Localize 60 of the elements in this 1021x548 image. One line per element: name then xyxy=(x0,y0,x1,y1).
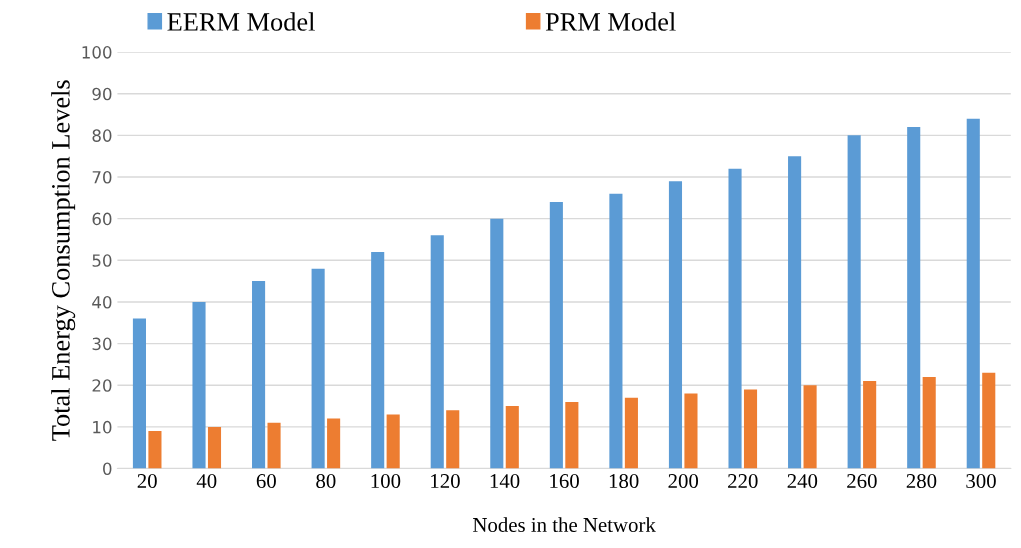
y-tick-label: 80 xyxy=(92,129,112,142)
legend-label: PRM Model xyxy=(545,12,676,31)
bar xyxy=(728,168,742,469)
bar xyxy=(609,193,623,469)
x-tick-label: 300 xyxy=(966,474,996,489)
bar xyxy=(371,251,385,469)
x-tick-label: 100 xyxy=(371,474,401,489)
x-tick-label: 80 xyxy=(316,474,336,489)
x-tick-label: 40 xyxy=(196,474,217,489)
y-tick-label: 30 xyxy=(92,337,112,351)
bar xyxy=(327,418,341,469)
bar xyxy=(192,301,206,469)
y-tick-label: 0 xyxy=(103,462,112,476)
x-tick-label: 280 xyxy=(906,474,937,489)
bar xyxy=(907,127,921,469)
bar xyxy=(847,135,861,469)
y-axis-title: Total Energy Consumption Levels xyxy=(51,80,76,441)
bar xyxy=(803,385,817,469)
x-tick-label: 260 xyxy=(847,474,877,489)
legend-label: EERM Model xyxy=(167,12,315,31)
bar xyxy=(505,406,519,469)
y-tick-label: 20 xyxy=(92,379,112,392)
x-tick-label: 220 xyxy=(728,474,758,489)
bar xyxy=(207,426,222,469)
bar xyxy=(430,235,444,469)
y-tick-label: 100 xyxy=(82,46,112,59)
x-tick-label: 60 xyxy=(256,474,276,489)
bar xyxy=(252,281,266,469)
bar xyxy=(788,156,802,469)
bar xyxy=(565,401,579,469)
x-tick-label: 20 xyxy=(137,474,157,489)
x-tick-label: 240 xyxy=(787,474,818,489)
bar xyxy=(624,397,638,469)
bar xyxy=(549,201,563,469)
bar xyxy=(148,431,162,469)
bar xyxy=(684,393,698,469)
x-tick-label: 180 xyxy=(609,474,639,489)
y-tick-label: 40 xyxy=(92,295,112,309)
bar xyxy=(743,389,758,469)
y-tick-label: 90 xyxy=(92,87,112,101)
bar xyxy=(311,268,325,469)
bar xyxy=(446,410,460,469)
bar xyxy=(922,376,936,469)
bar xyxy=(966,118,980,469)
bar xyxy=(267,422,281,469)
bar xyxy=(668,181,683,469)
bar xyxy=(982,372,996,469)
y-tick-label: 50 xyxy=(92,254,112,267)
x-tick-label: 200 xyxy=(668,474,699,489)
bar xyxy=(490,218,504,469)
x-tick-label: 140 xyxy=(490,474,520,489)
x-tick-label: 160 xyxy=(550,474,579,489)
y-tick-label: 70 xyxy=(92,170,112,184)
bar xyxy=(132,318,146,469)
bar xyxy=(386,414,400,469)
x-axis-title: Nodes in the Network xyxy=(472,517,656,532)
bar xyxy=(863,381,877,469)
y-tick-label: 60 xyxy=(92,212,112,226)
y-tick-label: 10 xyxy=(93,420,112,434)
x-tick-label: 120 xyxy=(431,474,460,489)
